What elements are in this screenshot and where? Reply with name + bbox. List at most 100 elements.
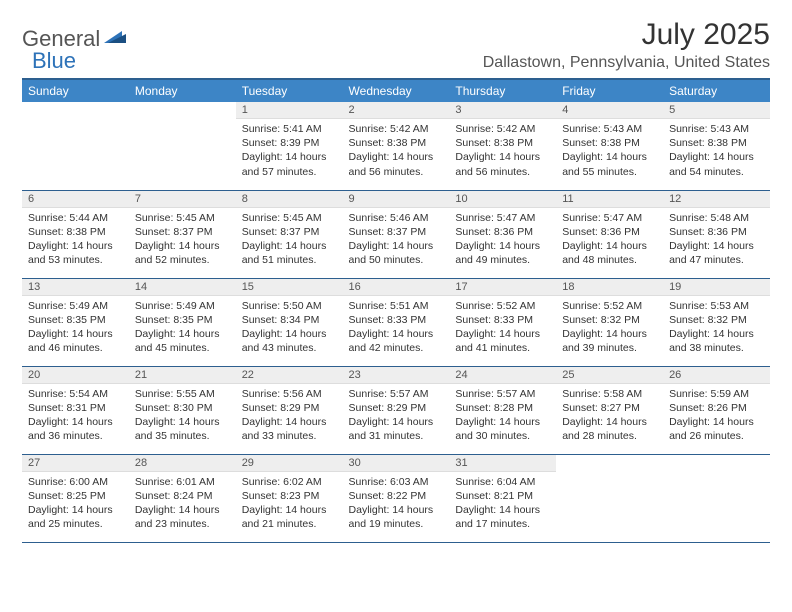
daylight-line-a: Daylight: 14 hours [28,503,123,517]
daylight-line-b: and 55 minutes. [562,165,657,179]
day-content: Sunrise: 5:53 AMSunset: 8:32 PMDaylight:… [663,296,770,360]
weekday-header: Monday [129,79,236,102]
calendar-day-cell: 25Sunrise: 5:58 AMSunset: 8:27 PMDayligh… [556,366,663,454]
sunrise-line: Sunrise: 5:59 AM [669,387,764,401]
sunset-line: Sunset: 8:37 PM [242,225,337,239]
daylight-line-b: and 21 minutes. [242,517,337,531]
day-content: Sunrise: 5:48 AMSunset: 8:36 PMDaylight:… [663,208,770,272]
sunrise-line: Sunrise: 5:42 AM [455,122,550,136]
day-number: 20 [22,367,129,384]
sunset-line: Sunset: 8:38 PM [562,136,657,150]
sunset-line: Sunset: 8:29 PM [242,401,337,415]
sunset-line: Sunset: 8:32 PM [669,313,764,327]
day-content: Sunrise: 5:56 AMSunset: 8:29 PMDaylight:… [236,384,343,448]
day-number: 27 [22,455,129,472]
sunrise-line: Sunrise: 5:44 AM [28,211,123,225]
calendar-day-cell: 17Sunrise: 5:52 AMSunset: 8:33 PMDayligh… [449,278,556,366]
day-number: 12 [663,191,770,208]
day-content: Sunrise: 5:45 AMSunset: 8:37 PMDaylight:… [236,208,343,272]
sunset-line: Sunset: 8:36 PM [455,225,550,239]
sunset-line: Sunset: 8:38 PM [349,136,444,150]
day-number: 5 [663,102,770,119]
daylight-line-a: Daylight: 14 hours [349,503,444,517]
sunset-line: Sunset: 8:25 PM [28,489,123,503]
daylight-line-a: Daylight: 14 hours [135,239,230,253]
day-number: 16 [343,279,450,296]
day-number: 25 [556,367,663,384]
daylight-line-b: and 28 minutes. [562,429,657,443]
daylight-line-b: and 39 minutes. [562,341,657,355]
daylight-line-b: and 47 minutes. [669,253,764,267]
day-content: Sunrise: 5:44 AMSunset: 8:38 PMDaylight:… [22,208,129,272]
calendar-day-cell [663,454,770,542]
calendar-day-cell: 23Sunrise: 5:57 AMSunset: 8:29 PMDayligh… [343,366,450,454]
day-content: Sunrise: 6:03 AMSunset: 8:22 PMDaylight:… [343,472,450,536]
sunrise-line: Sunrise: 5:49 AM [135,299,230,313]
daylight-line-b: and 30 minutes. [455,429,550,443]
daylight-line-b: and 23 minutes. [135,517,230,531]
calendar-day-cell: 9Sunrise: 5:46 AMSunset: 8:37 PMDaylight… [343,190,450,278]
logo-mark-icon [104,28,126,51]
calendar-day-cell: 14Sunrise: 5:49 AMSunset: 8:35 PMDayligh… [129,278,236,366]
day-number: 22 [236,367,343,384]
day-content: Sunrise: 5:43 AMSunset: 8:38 PMDaylight:… [663,119,770,183]
calendar-day-cell [22,102,129,190]
sunset-line: Sunset: 8:36 PM [562,225,657,239]
daylight-line-b: and 50 minutes. [349,253,444,267]
daylight-line-b: and 56 minutes. [455,165,550,179]
daylight-line-a: Daylight: 14 hours [242,327,337,341]
day-content: Sunrise: 5:58 AMSunset: 8:27 PMDaylight:… [556,384,663,448]
daylight-line-a: Daylight: 14 hours [455,150,550,164]
daylight-line-a: Daylight: 14 hours [135,415,230,429]
logo-text-blue: Blue [32,48,76,74]
sunrise-line: Sunrise: 5:51 AM [349,299,444,313]
day-number: 19 [663,279,770,296]
daylight-line-b: and 19 minutes. [349,517,444,531]
day-number: 30 [343,455,450,472]
location: Dallastown, Pennsylvania, United States [483,54,770,72]
sunset-line: Sunset: 8:35 PM [135,313,230,327]
daylight-line-a: Daylight: 14 hours [562,415,657,429]
daylight-line-a: Daylight: 14 hours [562,327,657,341]
daylight-line-a: Daylight: 14 hours [562,239,657,253]
calendar-day-cell: 22Sunrise: 5:56 AMSunset: 8:29 PMDayligh… [236,366,343,454]
sunrise-line: Sunrise: 5:48 AM [669,211,764,225]
sunrise-line: Sunrise: 5:58 AM [562,387,657,401]
calendar-day-cell: 1Sunrise: 5:41 AMSunset: 8:39 PMDaylight… [236,102,343,190]
day-content: Sunrise: 5:52 AMSunset: 8:33 PMDaylight:… [449,296,556,360]
sunset-line: Sunset: 8:22 PM [349,489,444,503]
day-number: 28 [129,455,236,472]
daylight-line-b: and 35 minutes. [135,429,230,443]
calendar-day-cell: 13Sunrise: 5:49 AMSunset: 8:35 PMDayligh… [22,278,129,366]
sunset-line: Sunset: 8:37 PM [349,225,444,239]
calendar-day-cell: 11Sunrise: 5:47 AMSunset: 8:36 PMDayligh… [556,190,663,278]
sunrise-line: Sunrise: 6:02 AM [242,475,337,489]
day-number: 1 [236,102,343,119]
sunset-line: Sunset: 8:28 PM [455,401,550,415]
daylight-line-a: Daylight: 14 hours [455,503,550,517]
day-number: 15 [236,279,343,296]
calendar-day-cell: 6Sunrise: 5:44 AMSunset: 8:38 PMDaylight… [22,190,129,278]
calendar-day-cell: 12Sunrise: 5:48 AMSunset: 8:36 PMDayligh… [663,190,770,278]
calendar-day-cell: 26Sunrise: 5:59 AMSunset: 8:26 PMDayligh… [663,366,770,454]
day-content: Sunrise: 5:49 AMSunset: 8:35 PMDaylight:… [129,296,236,360]
sunset-line: Sunset: 8:36 PM [669,225,764,239]
daylight-line-b: and 57 minutes. [242,165,337,179]
daylight-line-a: Daylight: 14 hours [562,150,657,164]
day-number: 11 [556,191,663,208]
calendar-week-row: 27Sunrise: 6:00 AMSunset: 8:25 PMDayligh… [22,454,770,542]
sunset-line: Sunset: 8:38 PM [669,136,764,150]
day-content: Sunrise: 5:47 AMSunset: 8:36 PMDaylight:… [449,208,556,272]
daylight-line-b: and 45 minutes. [135,341,230,355]
weekday-header: Saturday [663,79,770,102]
calendar-day-cell: 15Sunrise: 5:50 AMSunset: 8:34 PMDayligh… [236,278,343,366]
day-number: 10 [449,191,556,208]
sunset-line: Sunset: 8:37 PM [135,225,230,239]
calendar-day-cell [129,102,236,190]
day-content: Sunrise: 6:04 AMSunset: 8:21 PMDaylight:… [449,472,556,536]
daylight-line-a: Daylight: 14 hours [135,327,230,341]
daylight-line-a: Daylight: 14 hours [349,327,444,341]
sunrise-line: Sunrise: 5:49 AM [28,299,123,313]
calendar-week-row: 20Sunrise: 5:54 AMSunset: 8:31 PMDayligh… [22,366,770,454]
day-number: 8 [236,191,343,208]
